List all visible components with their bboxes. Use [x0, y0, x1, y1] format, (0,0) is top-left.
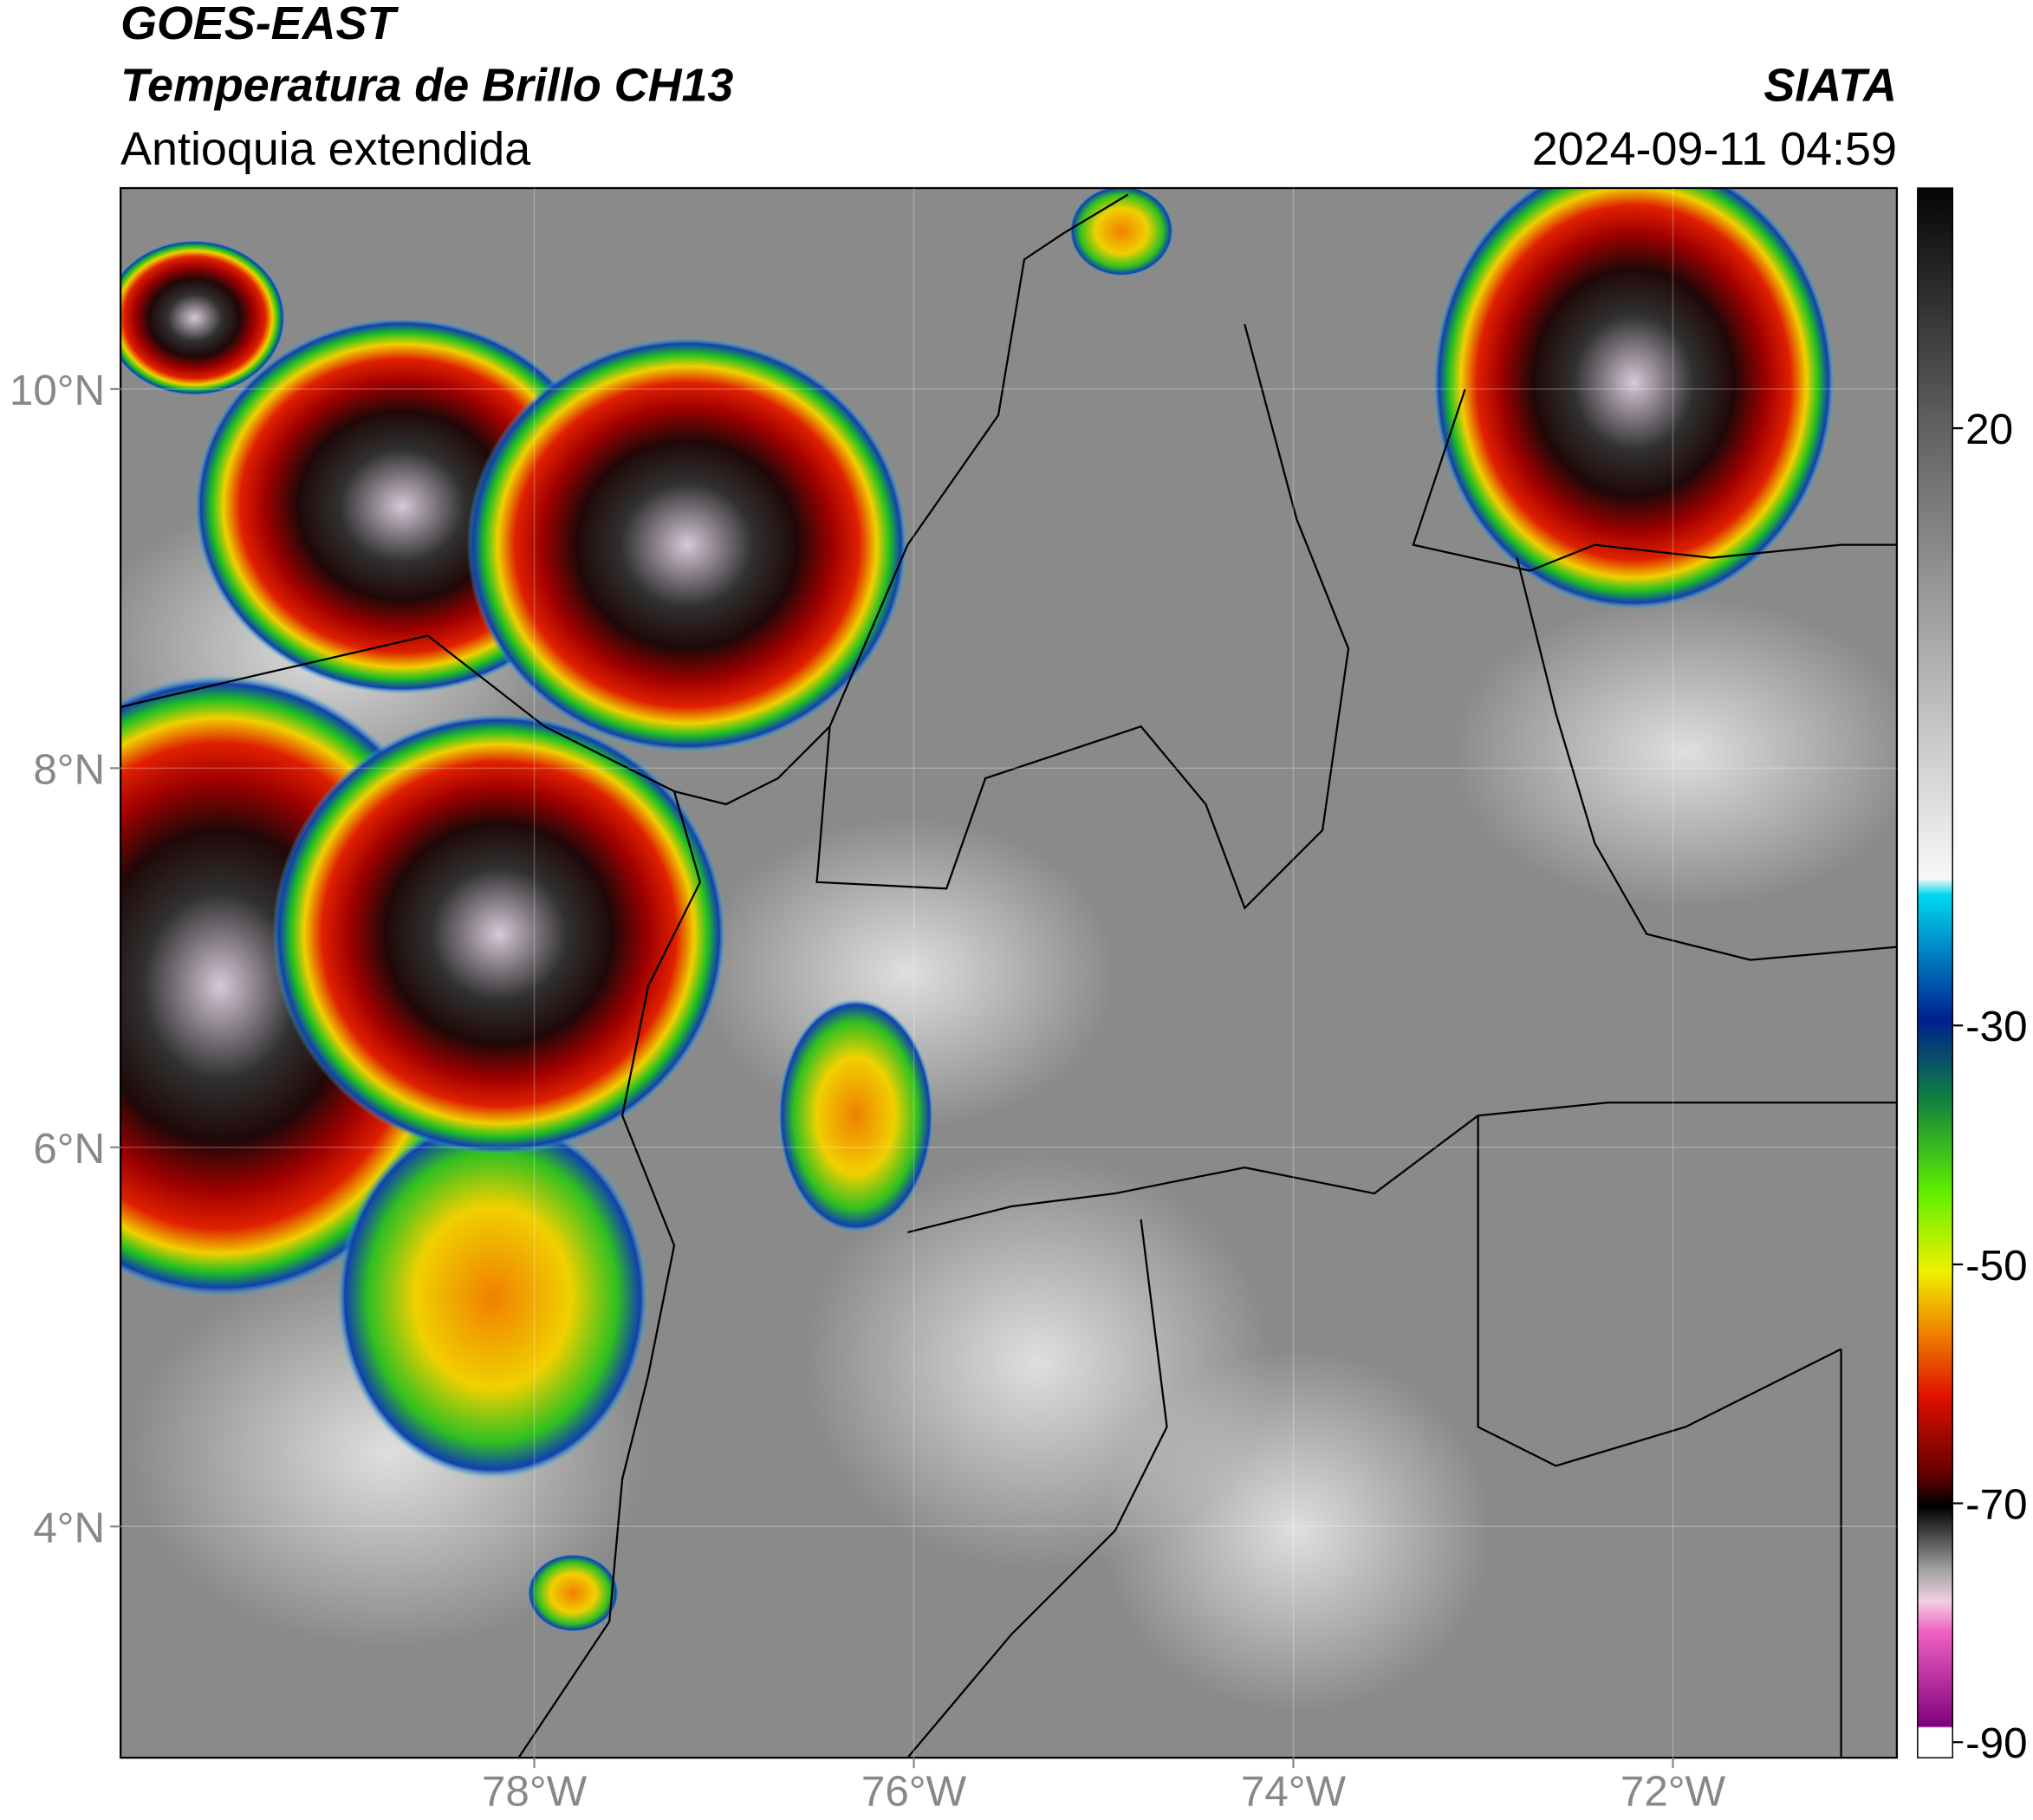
storm: [527, 1554, 619, 1632]
y-tick-label: 4°N: [33, 1504, 105, 1551]
subtitle: Temperatura de Brillo CH13: [120, 60, 733, 112]
storm: [1432, 188, 1835, 610]
storm: [777, 998, 934, 1232]
y-tick-label: 6°N: [33, 1125, 105, 1173]
colorbar: [1917, 187, 1953, 1758]
colorbar-axis: 20 -30 -50 -70 -90: [1952, 406, 2028, 1767]
border: [1516, 557, 1897, 961]
department: [1477, 1115, 1842, 1467]
storm: [120, 239, 286, 396]
map-frame: [120, 186, 1899, 1759]
colorbar-tick-label: -50: [1965, 1242, 2027, 1290]
colorbar-tick-label: 20: [1965, 406, 2013, 453]
map-image: [120, 188, 1897, 1758]
department: [815, 323, 1350, 910]
x-tick-label: 78°W: [482, 1768, 588, 1816]
cloud: [1101, 1349, 1491, 1713]
department: [906, 1219, 1168, 1758]
source: SIATA: [1763, 60, 1897, 112]
cloud: [1452, 596, 1897, 908]
x-tick-label: 76°W: [861, 1768, 967, 1816]
department: [907, 1102, 1897, 1234]
colorbar-tick-label: -90: [1965, 1719, 2027, 1767]
datetime: 2024-09-11 04:59: [1532, 123, 1897, 175]
border: [1412, 388, 1897, 572]
storm: [466, 337, 908, 753]
storm: [337, 1115, 649, 1479]
region: Antioquia extendida: [120, 123, 530, 175]
colorbar-tick-label: -70: [1965, 1481, 2027, 1529]
borders: [120, 193, 1897, 1758]
storm: [1069, 188, 1174, 276]
map-axes: 78°W 76°W 74°W 72°W 10°N 8°N 6°N 4°N: [10, 188, 1897, 1816]
storm: [272, 713, 726, 1155]
coastline: [517, 790, 702, 1758]
x-tick-label: 72°W: [1621, 1768, 1726, 1816]
title: GOES-EAST: [120, 0, 399, 49]
y-tick-label: 10°N: [10, 367, 105, 414]
colorbar-tick-label: -30: [1965, 1003, 2027, 1050]
coastline: [120, 193, 1129, 806]
y-tick-label: 8°N: [33, 745, 105, 793]
x-tick-label: 74°W: [1241, 1768, 1347, 1816]
